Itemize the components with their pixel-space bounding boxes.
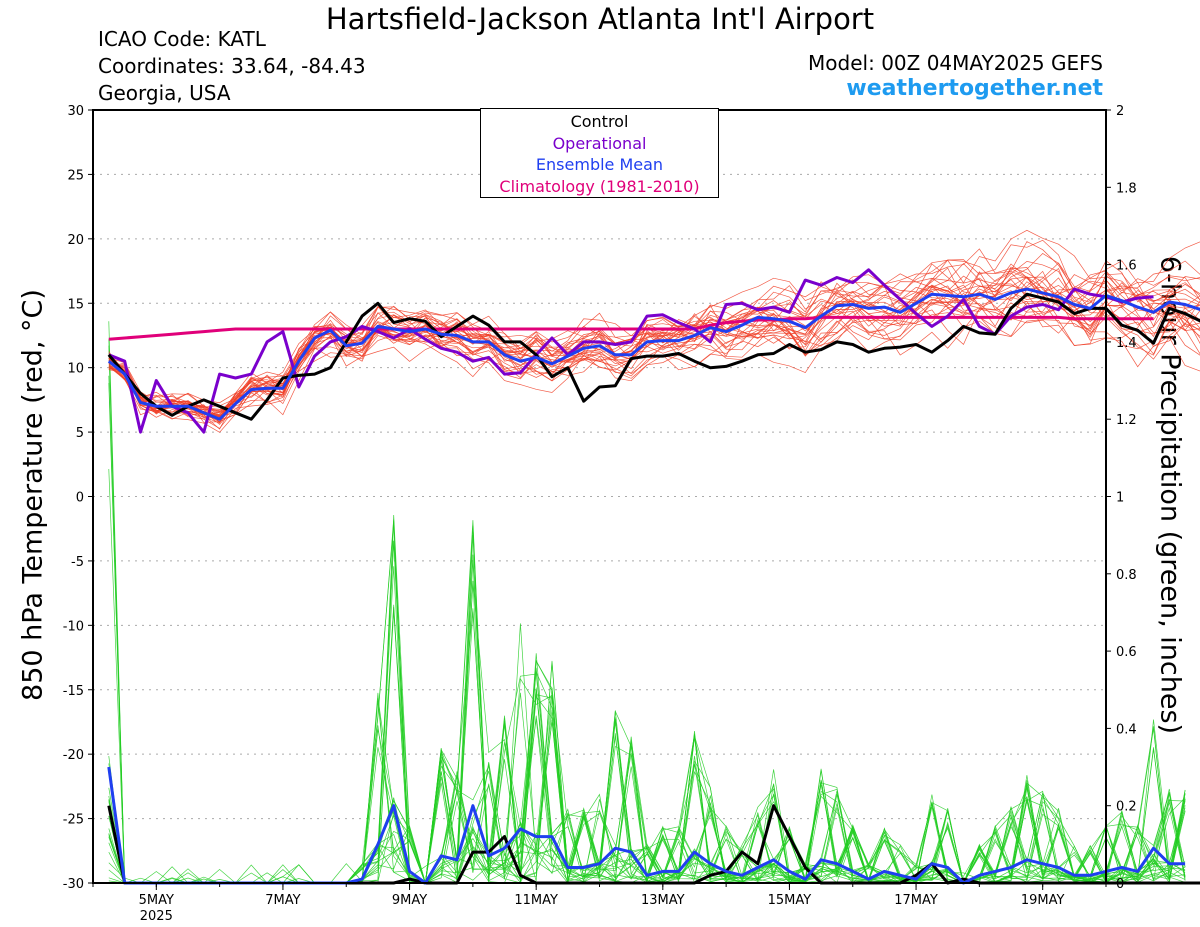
ensemble-member-temp-line bbox=[108, 290, 1200, 424]
ensemble-member-precip-line bbox=[108, 525, 1186, 884]
model-run: Model: 00Z 04MAY2025 GEFS bbox=[808, 51, 1103, 75]
right-tick-label: 0.4 bbox=[1116, 722, 1137, 737]
ensemble-member-precip-line bbox=[108, 525, 1186, 884]
left-tick-label: -10 bbox=[63, 619, 84, 634]
left-tick-label: 15 bbox=[67, 297, 84, 312]
ensemble-member-precip-line bbox=[108, 606, 1186, 884]
right-tick-label: 0 bbox=[1116, 877, 1124, 892]
left-tick-label: 25 bbox=[67, 168, 84, 183]
site-link[interactable]: weathertogether.net bbox=[846, 76, 1103, 101]
ensemble-member-precip-line bbox=[108, 534, 1186, 884]
left-tick-label: -30 bbox=[63, 877, 84, 892]
ensemble-member-precip-line bbox=[108, 521, 1186, 884]
x-tick-label: 13MAY bbox=[641, 893, 685, 908]
right-tick-label: 1.2 bbox=[1116, 413, 1137, 428]
ensemble-member-temp-line bbox=[108, 260, 1200, 430]
right-tick-label: 0.6 bbox=[1116, 645, 1137, 660]
chart-title: Hartsfield-Jackson Atlanta Int'l Airport bbox=[325, 2, 875, 36]
x-tick-label: 9MAY bbox=[392, 893, 427, 908]
ensemble-member-temp-line bbox=[108, 239, 1200, 409]
ensemble-member-precip-line bbox=[108, 514, 1186, 884]
ensemble-member-temp-line bbox=[108, 277, 1200, 425]
legend-operational: Operational bbox=[552, 133, 647, 153]
region: Georgia, USA bbox=[98, 81, 231, 105]
left-tick-label: 10 bbox=[67, 362, 84, 377]
ensemble-member-temp-line bbox=[108, 288, 1200, 418]
ensemble-member-precip-line bbox=[108, 554, 1186, 884]
right-tick-label: 1.6 bbox=[1116, 259, 1137, 274]
ensemble-member-precip-line bbox=[108, 519, 1186, 884]
control-temp-line bbox=[107, 292, 1200, 421]
ensemble-member-precip-line bbox=[108, 468, 1186, 884]
left-tick-label: -5 bbox=[71, 555, 84, 570]
right-tick-label: 0.8 bbox=[1116, 568, 1137, 583]
right-tick-label: 1.8 bbox=[1116, 181, 1137, 196]
x-tick-label: 15MAY bbox=[768, 893, 812, 908]
legend: Control Operational Ensemble Mean Climat… bbox=[480, 108, 719, 198]
x-tick-label: 11MAY bbox=[514, 893, 558, 908]
left-tick-label: 20 bbox=[67, 233, 84, 248]
left-tick-label: 5 bbox=[76, 426, 84, 441]
ensemble-member-precip-line bbox=[108, 522, 1186, 884]
coordinates: Coordinates: 33.64, -84.43 bbox=[98, 54, 366, 78]
ensemble-member-temp-line bbox=[108, 241, 1200, 423]
legend-control: Control bbox=[570, 112, 629, 131]
left-tick-label: -25 bbox=[63, 813, 84, 828]
ensemble-mean-precip-line bbox=[107, 766, 1186, 885]
x-tick-label: 7MAY bbox=[265, 893, 300, 908]
right-tick-label: 0.2 bbox=[1116, 800, 1137, 815]
ensemble-member-precip-line bbox=[108, 608, 1186, 884]
left-tick-label: -15 bbox=[63, 684, 84, 699]
right-tick-label: 2 bbox=[1116, 104, 1124, 119]
ensemble-member-temp-line bbox=[108, 282, 1200, 429]
left-tick-label: 30 bbox=[67, 104, 84, 119]
left-tick-label: 0 bbox=[76, 491, 84, 506]
operational-temp-line bbox=[108, 268, 1154, 434]
climatology-1981-2010-temp-line bbox=[108, 315, 1154, 341]
legend-ensemble-mean: Ensemble Mean bbox=[535, 155, 664, 174]
left-tick-label: -20 bbox=[63, 748, 84, 763]
ensemble-member-precip-line bbox=[108, 520, 1186, 884]
right-tick-label: 1.4 bbox=[1116, 336, 1137, 351]
ensemble-mean-temp-line bbox=[107, 287, 1200, 421]
icao-code: ICAO Code: KATL bbox=[98, 27, 266, 51]
legend-climatology: Climatology (1981-2010) bbox=[499, 176, 700, 196]
x-tick-label: 17MAY bbox=[894, 893, 938, 908]
ensemble-member-precip-line bbox=[108, 566, 1186, 884]
x-tick-label: 5MAY bbox=[139, 893, 174, 908]
right-tick-label: 1 bbox=[1116, 491, 1124, 506]
x-tick-label: 19MAY bbox=[1021, 893, 1065, 908]
x-tick-sublabel: 2025 bbox=[140, 909, 173, 924]
